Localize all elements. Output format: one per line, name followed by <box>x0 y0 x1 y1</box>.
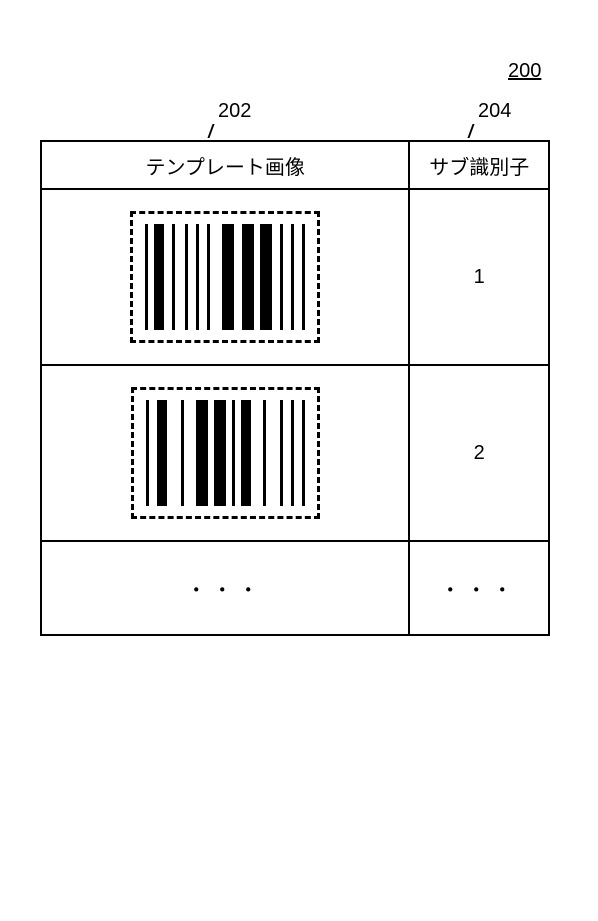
leader-202 <box>207 124 214 138</box>
table-row-ellipsis: ・・・ ・・・ <box>41 541 549 635</box>
template-table: テンプレート画像 サブ識別子 1 2 ・・・ ・・・ <box>40 140 550 636</box>
ref-col-image: 202 <box>218 100 251 123</box>
figure-canvas: 200 202 204 テンプレート画像 サブ識別子 1 <box>0 0 598 921</box>
leader-204 <box>467 124 474 138</box>
sub-identifier-cell: 1 <box>409 189 549 365</box>
header-sub-identifier: サブ識別子 <box>409 141 549 189</box>
table-header-row: テンプレート画像 サブ識別子 <box>41 141 549 189</box>
table-row: 1 <box>41 189 549 365</box>
ref-main: 200 <box>508 60 541 83</box>
barcode <box>146 400 305 506</box>
ellipsis-cell: ・・・ <box>409 541 549 635</box>
barcode <box>145 224 305 330</box>
barcode-box <box>130 211 320 343</box>
template-image-cell <box>41 365 409 541</box>
header-template-image: テンプレート画像 <box>41 141 409 189</box>
sub-identifier-cell: 2 <box>409 365 549 541</box>
barcode-box <box>131 387 320 519</box>
ellipsis-cell: ・・・ <box>41 541 409 635</box>
template-image-cell <box>41 189 409 365</box>
table-row: 2 <box>41 365 549 541</box>
ref-col-id: 204 <box>478 100 511 123</box>
